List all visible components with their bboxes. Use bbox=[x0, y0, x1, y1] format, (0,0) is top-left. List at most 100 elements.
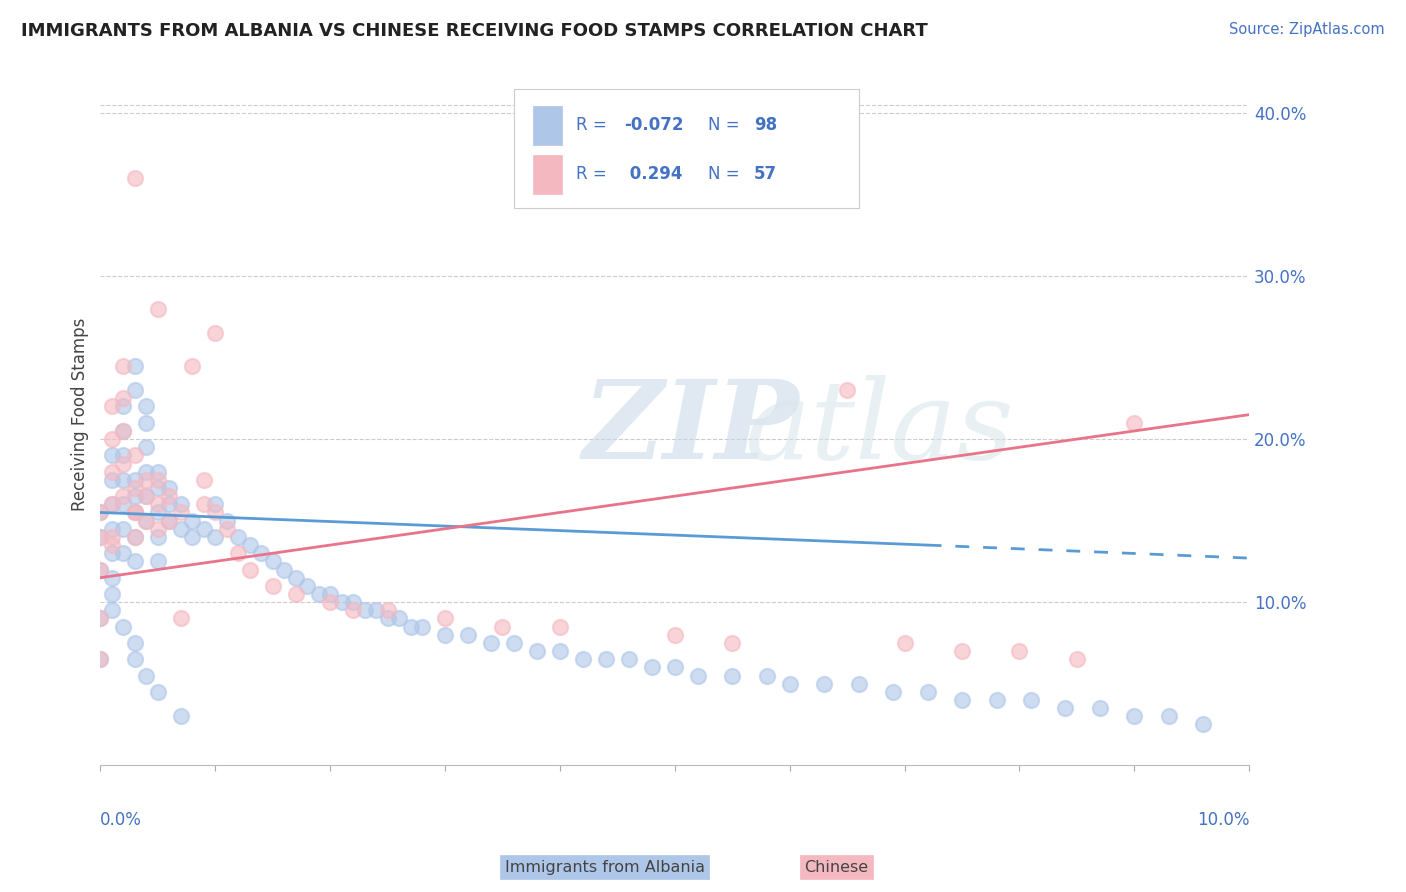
Point bbox=[239, 538, 262, 552]
Text: Chinese: Chinese bbox=[804, 860, 869, 874]
Point bbox=[239, 563, 262, 577]
Point bbox=[503, 636, 526, 650]
Point bbox=[664, 660, 686, 674]
Point bbox=[491, 619, 513, 633]
Point bbox=[89, 530, 111, 544]
Point bbox=[170, 506, 193, 520]
Point bbox=[101, 522, 124, 536]
Point bbox=[204, 326, 226, 340]
Point bbox=[262, 554, 284, 568]
Point bbox=[284, 571, 307, 585]
Point bbox=[193, 522, 215, 536]
Text: atlas: atlas bbox=[744, 375, 1014, 483]
Point bbox=[101, 400, 124, 414]
Point bbox=[170, 611, 193, 625]
Text: N =: N = bbox=[709, 166, 745, 184]
Point bbox=[112, 449, 135, 463]
Point bbox=[101, 449, 124, 463]
Point bbox=[204, 530, 226, 544]
Point bbox=[112, 457, 135, 471]
Text: ZIP: ZIP bbox=[583, 375, 800, 483]
Point bbox=[101, 465, 124, 479]
Text: Source: ZipAtlas.com: Source: ZipAtlas.com bbox=[1229, 22, 1385, 37]
Point bbox=[364, 603, 387, 617]
Point bbox=[917, 685, 939, 699]
Point bbox=[89, 506, 111, 520]
Point bbox=[157, 489, 180, 503]
Text: 10.0%: 10.0% bbox=[1197, 811, 1250, 829]
Point bbox=[1157, 709, 1180, 723]
Point bbox=[548, 644, 571, 658]
Point bbox=[215, 514, 238, 528]
Point bbox=[215, 522, 238, 536]
Point bbox=[112, 522, 135, 536]
Point bbox=[1008, 644, 1031, 658]
Point bbox=[124, 481, 146, 495]
Point bbox=[124, 383, 146, 397]
Point bbox=[135, 416, 157, 430]
Y-axis label: Receiving Food Stamps: Receiving Food Stamps bbox=[72, 318, 89, 511]
Point bbox=[284, 587, 307, 601]
Point bbox=[686, 668, 709, 682]
Point bbox=[112, 359, 135, 373]
Point bbox=[572, 652, 595, 666]
Point bbox=[124, 506, 146, 520]
Point bbox=[135, 514, 157, 528]
Point bbox=[101, 432, 124, 446]
Point bbox=[112, 546, 135, 560]
Point bbox=[124, 449, 146, 463]
Point bbox=[146, 530, 169, 544]
Bar bbox=[533, 155, 562, 194]
Point bbox=[124, 489, 146, 503]
Point bbox=[146, 301, 169, 316]
Point bbox=[89, 652, 111, 666]
Point bbox=[193, 473, 215, 487]
Point bbox=[89, 563, 111, 577]
Point bbox=[353, 603, 375, 617]
Point bbox=[1123, 416, 1146, 430]
Point bbox=[204, 506, 226, 520]
Point bbox=[112, 473, 135, 487]
Point bbox=[457, 628, 479, 642]
Point bbox=[135, 489, 157, 503]
Point bbox=[721, 668, 744, 682]
Point bbox=[124, 530, 146, 544]
Point bbox=[146, 554, 169, 568]
FancyBboxPatch shape bbox=[515, 88, 859, 208]
Point bbox=[664, 628, 686, 642]
Point bbox=[146, 473, 169, 487]
Point bbox=[135, 465, 157, 479]
Text: 0.0%: 0.0% bbox=[100, 811, 142, 829]
Point bbox=[124, 636, 146, 650]
Point bbox=[135, 514, 157, 528]
Point bbox=[308, 587, 330, 601]
Point bbox=[146, 481, 169, 495]
Point bbox=[112, 424, 135, 438]
Point bbox=[755, 668, 778, 682]
Point bbox=[135, 668, 157, 682]
Text: -0.072: -0.072 bbox=[624, 117, 683, 135]
Point bbox=[181, 359, 204, 373]
Point bbox=[1088, 701, 1111, 715]
Point bbox=[89, 611, 111, 625]
Point bbox=[89, 563, 111, 577]
Point bbox=[135, 440, 157, 454]
Text: R =: R = bbox=[576, 117, 612, 135]
Point bbox=[181, 530, 204, 544]
Point bbox=[837, 383, 859, 397]
Point bbox=[1123, 709, 1146, 723]
Point bbox=[330, 595, 353, 609]
Point bbox=[146, 685, 169, 699]
Point bbox=[342, 603, 364, 617]
Point bbox=[89, 611, 111, 625]
Point bbox=[157, 514, 180, 528]
Point bbox=[204, 497, 226, 511]
Point bbox=[101, 571, 124, 585]
Point bbox=[146, 497, 169, 511]
Point bbox=[124, 171, 146, 186]
Point bbox=[779, 676, 801, 690]
Text: 98: 98 bbox=[754, 117, 778, 135]
Point bbox=[170, 522, 193, 536]
Point bbox=[124, 506, 146, 520]
Point bbox=[950, 644, 973, 658]
